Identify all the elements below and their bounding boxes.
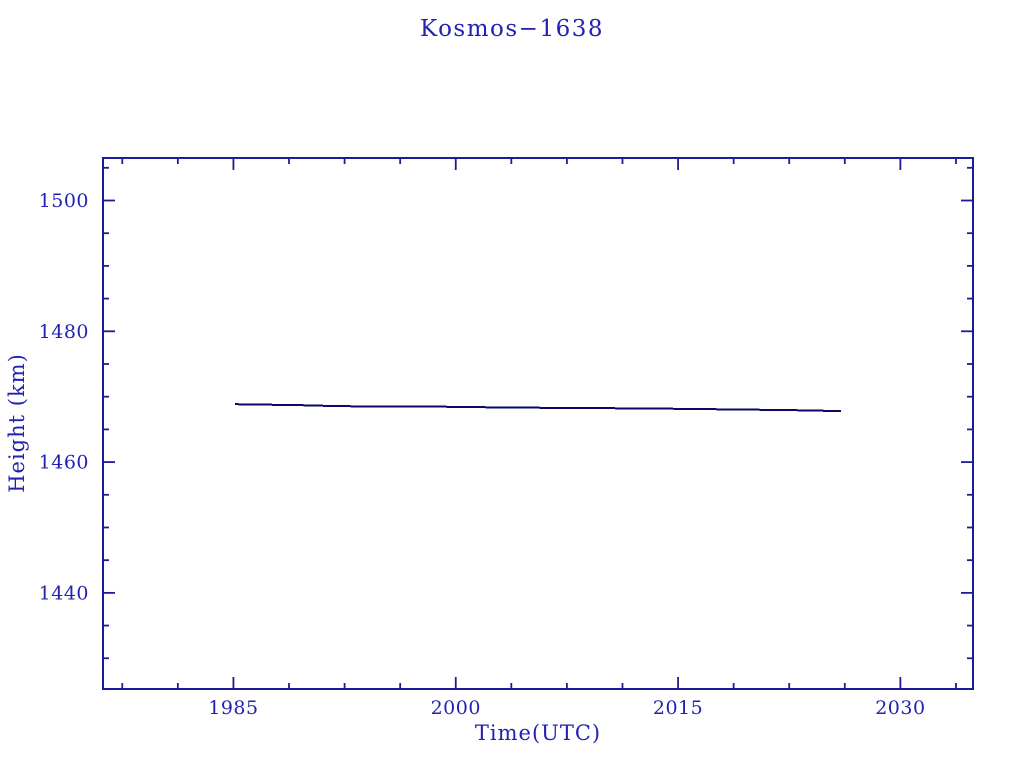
x-tick-label: 1985 bbox=[208, 697, 258, 719]
y-tick-label: 1460 bbox=[39, 452, 89, 474]
x-tick-label: 2000 bbox=[431, 697, 481, 719]
x-tick-label: 2015 bbox=[653, 697, 703, 719]
y-tick-label: 1480 bbox=[39, 321, 89, 343]
plot-frame bbox=[102, 157, 974, 690]
chart-title: Kosmos−1638 bbox=[420, 16, 604, 42]
y-tick-label: 1440 bbox=[39, 582, 89, 604]
y-tick-label: 1500 bbox=[39, 190, 89, 212]
height-data-line bbox=[234, 403, 842, 413]
x-axis-label: Time(UTC) bbox=[474, 721, 602, 745]
x-tick-label: 2030 bbox=[875, 697, 925, 719]
